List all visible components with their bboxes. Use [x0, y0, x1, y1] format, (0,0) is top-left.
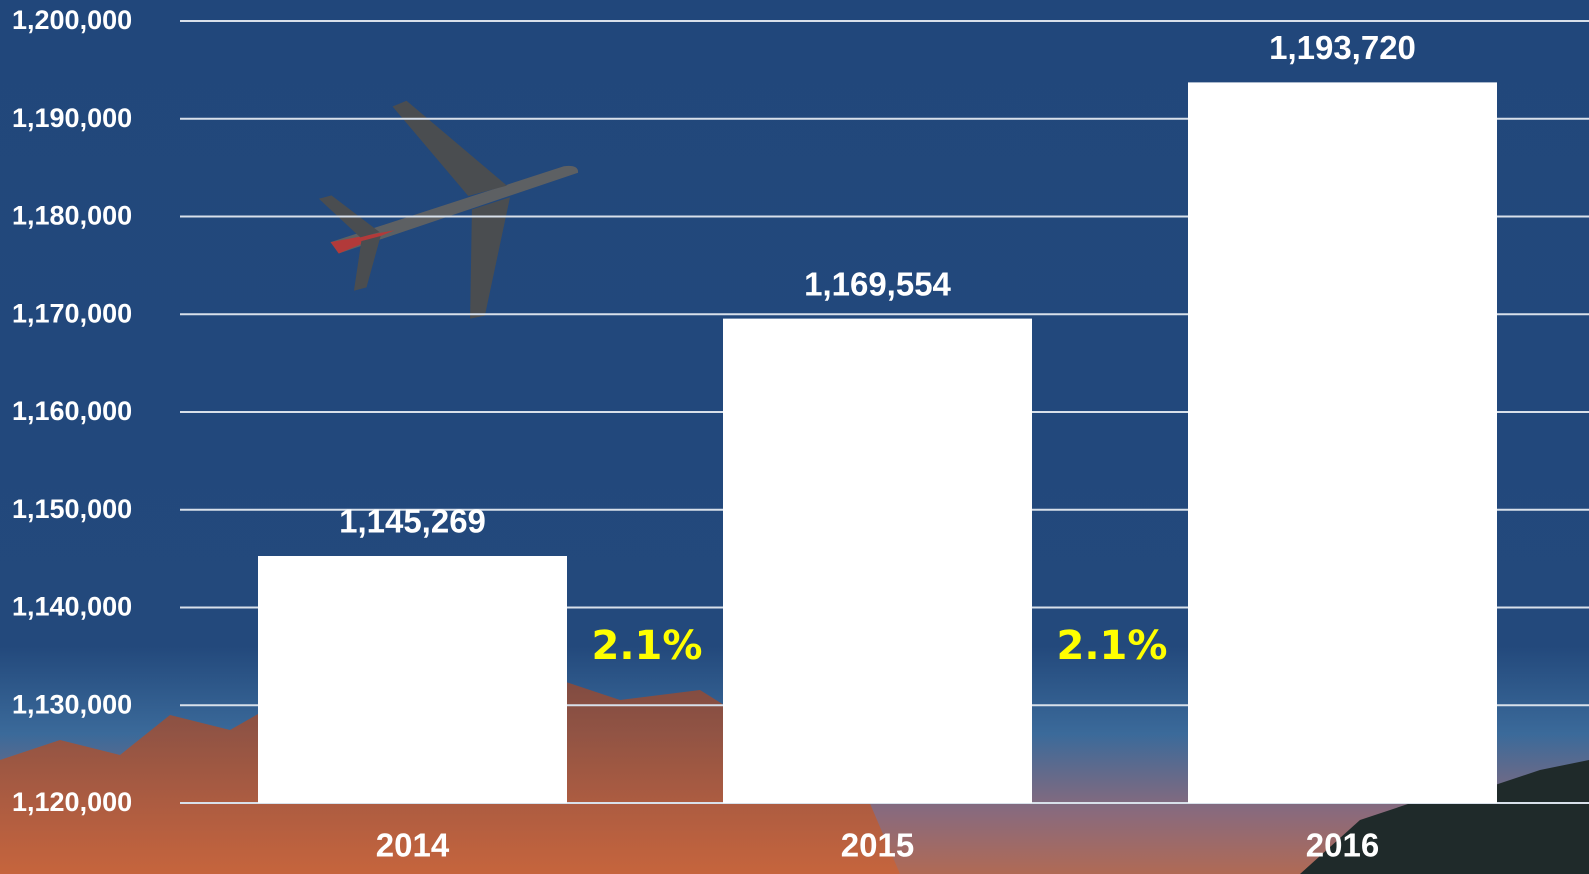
growth-annotation: 2.1% [1057, 623, 1168, 669]
y-tick-label: 1,190,000 [12, 103, 132, 133]
bar [258, 555, 567, 803]
value-label: 1,193,720 [1269, 29, 1416, 66]
y-tick-label: 1,180,000 [12, 201, 132, 231]
y-tick-label: 1,200,000 [12, 5, 132, 35]
value-label: 1,145,269 [339, 503, 486, 540]
y-tick-label: 1,130,000 [12, 689, 132, 719]
bar [723, 318, 1032, 803]
trees [1300, 760, 1589, 874]
x-tick-label: 2014 [376, 827, 450, 864]
x-tick-label: 2015 [841, 827, 914, 864]
y-tick-label: 1,170,000 [12, 298, 132, 328]
y-tick-label: 1,160,000 [12, 396, 132, 426]
growth-annotation: 2.1% [592, 623, 703, 669]
y-tick-label: 1,120,000 [12, 787, 132, 817]
y-tick-label: 1,140,000 [12, 592, 132, 622]
y-tick-label: 1,150,000 [12, 494, 132, 524]
bar [1188, 82, 1497, 803]
value-label: 1,169,554 [804, 265, 951, 302]
x-tick-label: 2016 [1306, 827, 1379, 864]
